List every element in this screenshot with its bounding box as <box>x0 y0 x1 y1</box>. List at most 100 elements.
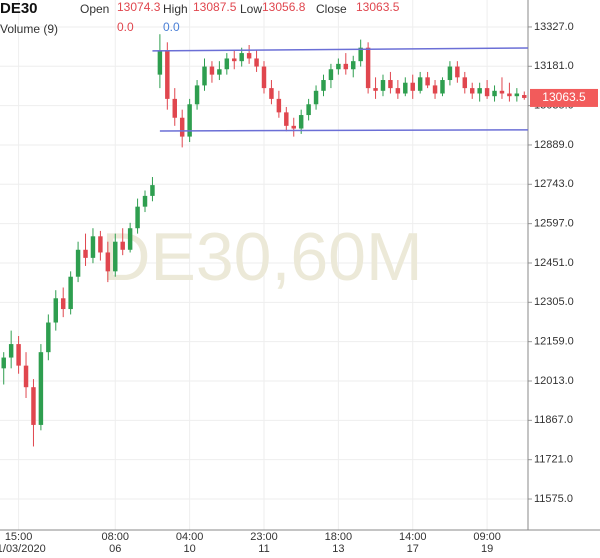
candle-body <box>90 236 96 258</box>
candle-body <box>113 241 118 272</box>
y-tick-label: 11721.0 <box>534 454 573 466</box>
candle-body <box>224 58 230 70</box>
volume-label: Volume (9) <box>0 22 58 36</box>
symbol: DE30 <box>0 0 38 17</box>
y-tick-label: 12013.0 <box>534 375 574 387</box>
candle-body <box>53 298 59 323</box>
candle-body <box>447 66 453 81</box>
candle-body <box>462 77 468 89</box>
candle-body <box>202 66 207 86</box>
candle-body <box>31 387 36 425</box>
legend-value: 13074.3 <box>117 0 161 14</box>
candle-body <box>388 80 393 89</box>
x-tick-label: 19 <box>481 543 493 555</box>
x-tick-label: 11/03/2020 <box>0 543 46 555</box>
candle-body <box>165 50 170 99</box>
x-tick-label: 06 <box>109 543 121 555</box>
candle-body <box>321 80 326 91</box>
candle-body <box>425 77 430 86</box>
candle-body <box>507 93 512 97</box>
candle-body <box>46 322 51 353</box>
price-tag <box>530 88 598 107</box>
candle-body <box>194 85 200 105</box>
candle-body <box>276 98 282 113</box>
candle-body <box>351 61 356 70</box>
legend-value: 13063.5 <box>356 0 400 14</box>
candle-body <box>23 365 29 388</box>
volume-value: 0.0 <box>117 20 134 34</box>
y-tick-label: 13181.0 <box>534 60 574 72</box>
candle-body <box>284 112 289 126</box>
candle-body <box>440 80 445 94</box>
candle-body <box>75 249 81 277</box>
candle-body <box>239 53 244 62</box>
x-tick-label: 17 <box>407 543 419 555</box>
candle-body <box>120 241 125 250</box>
candle-body <box>455 66 460 78</box>
candle-body <box>484 88 490 97</box>
candle-body <box>157 50 163 75</box>
candle-body <box>83 249 88 258</box>
candle-body <box>38 352 44 425</box>
x-tick-label: 08:00 <box>102 531 130 543</box>
candle-body <box>1 357 6 369</box>
candle-body <box>365 47 371 89</box>
candle-body <box>373 88 378 91</box>
candle-body <box>269 88 274 99</box>
candle-body <box>291 125 296 129</box>
legend-value: 13056.8 <box>262 0 306 14</box>
x-tick-label: 15:00 <box>5 531 33 543</box>
candle-body <box>403 82 408 94</box>
candle-body <box>127 228 133 250</box>
candle-body <box>16 344 21 366</box>
trendline <box>159 129 529 132</box>
candle-body <box>105 252 111 272</box>
y-tick-label: 13327.0 <box>534 21 574 33</box>
candle-body <box>68 276 73 310</box>
candle-body <box>150 185 155 196</box>
legend-label: Open <box>80 2 109 16</box>
candle-body <box>395 88 401 94</box>
candle-body <box>343 63 349 70</box>
candle-body <box>410 82 415 91</box>
candle-body <box>8 344 14 358</box>
candle-body <box>514 93 520 97</box>
candle-body <box>246 53 252 59</box>
candle-body <box>179 117 185 137</box>
y-tick-label: 12159.0 <box>534 336 574 348</box>
candle-body <box>469 88 475 94</box>
candle-body <box>172 98 177 118</box>
candle-body <box>306 104 311 116</box>
legend-label: High <box>163 2 188 16</box>
candle-body <box>417 77 423 91</box>
watermark: DE30,60M <box>101 219 422 295</box>
candle-body <box>336 63 341 70</box>
candle-body <box>432 85 438 94</box>
candle-body <box>313 90 319 105</box>
candle-body <box>477 88 482 94</box>
y-tick-label: 12743.0 <box>534 178 574 190</box>
candle-body <box>232 58 237 62</box>
x-tick-label: 11 <box>258 543 269 555</box>
candle-body <box>358 47 363 62</box>
legend-value: 13087.5 <box>193 0 237 14</box>
volume-value: 0.0 <box>163 20 180 34</box>
y-tick-label: 12597.0 <box>534 218 574 230</box>
x-tick-label: 10 <box>184 543 196 555</box>
candle-body <box>499 90 505 94</box>
candle-body <box>60 298 66 310</box>
x-tick-label: 04:00 <box>176 531 204 543</box>
candle-body <box>261 66 267 89</box>
x-tick-label: 14:00 <box>399 531 427 543</box>
y-tick-label: 12451.0 <box>534 257 574 269</box>
x-tick-label: 18:00 <box>325 531 353 543</box>
x-tick-label: 23:00 <box>250 531 278 543</box>
y-tick-label: 12889.0 <box>534 139 574 151</box>
legend-label: Low <box>240 2 262 16</box>
candle-body <box>187 104 192 137</box>
x-tick-label: 09:00 <box>473 531 501 543</box>
candle-body <box>298 115 304 129</box>
candle-body <box>492 90 497 97</box>
candle-body <box>522 95 527 98</box>
